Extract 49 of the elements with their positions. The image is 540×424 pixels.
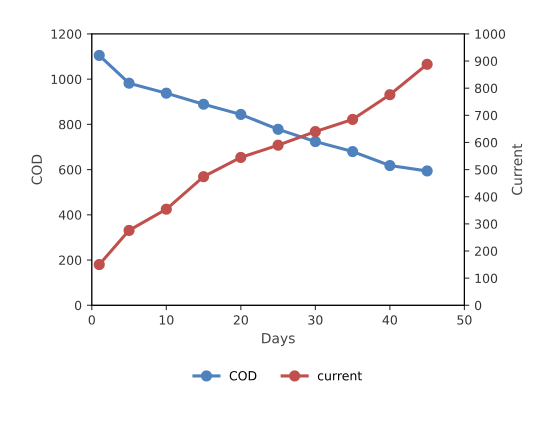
y2-tick-label: 800: [474, 84, 498, 94]
y2-tick-label: 700: [475, 110, 498, 120]
y2-tick-label: 600: [474, 138, 498, 148]
legend-label: current: [318, 372, 362, 380]
point: [124, 224, 135, 236]
point: [384, 89, 396, 100]
point: [422, 165, 433, 177]
y2-tick-label: 400: [474, 192, 498, 202]
y-tick-label: 600: [59, 165, 82, 175]
y-tick-label: 0: [74, 300, 82, 310]
point: [347, 114, 358, 125]
y-tick-label: 200: [59, 256, 82, 265]
y2-axis-title: Current: [512, 144, 522, 195]
point: [198, 171, 210, 182]
y2-tick-label: 200: [475, 246, 498, 256]
point: [384, 160, 396, 172]
x-tick-label: 30: [308, 315, 322, 325]
point: [94, 50, 105, 61]
x-tick-label: 50: [457, 315, 472, 325]
point: [160, 204, 172, 215]
y2-tick-label: 100: [475, 274, 498, 284]
point: [347, 146, 358, 158]
point: [198, 98, 210, 110]
y-tick-label: 1000: [52, 74, 82, 84]
y2-tick-label: 500: [475, 165, 498, 175]
x-tick-label: 40: [382, 315, 398, 325]
point: [422, 58, 433, 70]
point: [94, 259, 105, 270]
point: [235, 108, 246, 120]
y2-tick-label: 0: [474, 300, 482, 310]
y-axis-title: COD: [32, 154, 42, 184]
y-tick-label: 800: [59, 120, 82, 130]
point: [272, 124, 284, 135]
y2-tick-label: 1000: [475, 29, 506, 39]
point: [124, 78, 135, 89]
y-tick-label: 1200: [52, 29, 82, 39]
point: [310, 136, 321, 148]
legend-label: COD: [230, 371, 256, 380]
x-tick-label: 20: [234, 315, 248, 325]
x-tick-label: 0: [88, 315, 95, 325]
point: [272, 140, 284, 151]
y2-tick-label: 300: [475, 219, 498, 229]
point: [160, 88, 172, 99]
y2-tick-label: 900: [474, 56, 498, 66]
point: [235, 152, 246, 163]
point: [310, 126, 321, 138]
y-tick-label: 400: [58, 210, 82, 220]
x-tick-label: 10: [160, 315, 174, 325]
x-axis-title: Days: [262, 333, 295, 346]
